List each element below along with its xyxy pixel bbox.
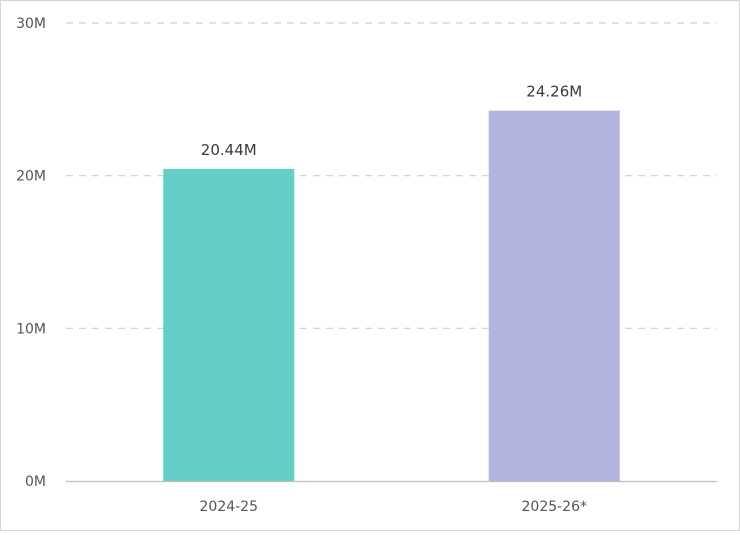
y-tick-label: 20M	[16, 169, 46, 185]
x-tick-label: 2024-25	[200, 499, 259, 515]
y-tick-label: 30M	[16, 16, 46, 32]
bar[interactable]	[488, 110, 620, 481]
data-label: 24.26M	[526, 83, 582, 101]
y-tick-label: 10M	[16, 321, 46, 337]
x-tick-label: 2025-26*	[522, 499, 588, 515]
y-tick-label: 0M	[25, 474, 46, 490]
data-label: 20.44M	[201, 141, 257, 159]
bar[interactable]	[163, 168, 295, 481]
